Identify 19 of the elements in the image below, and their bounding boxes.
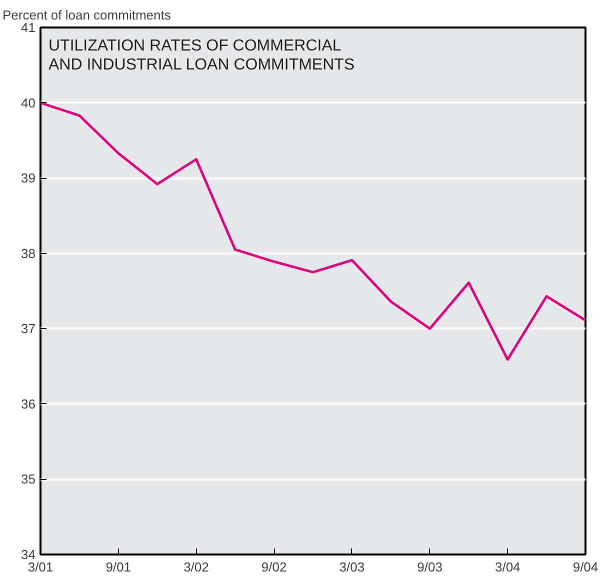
y-tick-label: 39 <box>21 170 36 186</box>
x-tick-label: 9/01 <box>106 560 132 574</box>
y-tick-label: 34 <box>21 547 36 562</box>
x-tick-label: 3/04 <box>494 560 520 574</box>
y-tick-label: 41 <box>21 20 36 35</box>
y-tick-label: 35 <box>21 472 36 487</box>
line-series <box>40 102 586 361</box>
x-tick-label: 3/02 <box>184 560 209 574</box>
y-tick-label: 40 <box>21 95 36 110</box>
x-tick-label: 3/01 <box>28 560 54 574</box>
x-tick-label: 9/03 <box>417 560 442 574</box>
x-tick-label: 9/04 <box>572 560 598 574</box>
text: UTILIZATION RATES OF COMMERCIAL AND INDUSTRIAL LOAN COMMITMENTS <box>48 38 355 74</box>
y-axis-title: Percent of loan commitments <box>2 8 172 22</box>
y-tick-label: 36 <box>21 396 36 412</box>
x-tick-label: 9/02 <box>261 560 287 574</box>
x-tick-label: 3/03 <box>339 560 365 574</box>
y-tick-label: 38 <box>21 246 36 261</box>
y-tick-label: 37 <box>21 321 36 336</box>
